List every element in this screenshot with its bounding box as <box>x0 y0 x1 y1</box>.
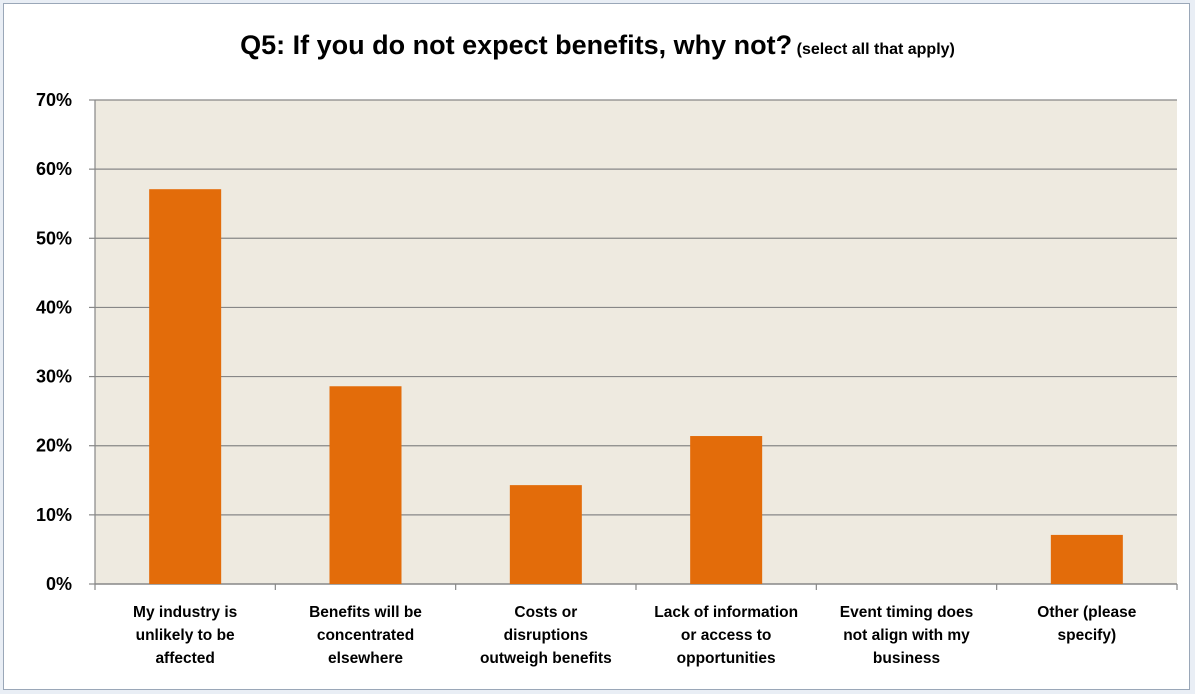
plot-area <box>95 100 1177 584</box>
y-tick-label: 10% <box>36 505 72 525</box>
chart-title-main: Q5: If you do not expect benefits, why n… <box>240 30 793 60</box>
x-category-label: Costs or disruptions outweigh benefits <box>480 604 612 667</box>
x-category-label: My industry is unlikely to be affected <box>133 604 237 667</box>
chart-title: Q5: If you do not expect benefits, why n… <box>0 30 1195 61</box>
y-tick-label: 0% <box>46 574 72 594</box>
bar <box>1050 534 1123 584</box>
y-tick-label: 70% <box>36 90 72 110</box>
y-tick-label: 50% <box>36 228 72 248</box>
bar <box>149 189 222 585</box>
y-tick-label: 20% <box>36 436 72 456</box>
y-tick-label: 30% <box>36 367 72 387</box>
y-tick-label: 40% <box>36 297 72 317</box>
bar <box>509 485 582 584</box>
x-category-label: Benefits will be concentrated elsewhere <box>309 604 422 667</box>
bar <box>690 436 763 584</box>
chart-subtitle: (select all that apply) <box>796 41 955 58</box>
x-category-label: Other (please specify) <box>1037 604 1136 644</box>
y-tick-label: 60% <box>36 159 72 179</box>
x-category-label: Lack of information or access to opportuni… <box>654 604 798 667</box>
x-category-label: Event timing does not align with my busine… <box>840 604 974 667</box>
bar <box>329 386 402 584</box>
